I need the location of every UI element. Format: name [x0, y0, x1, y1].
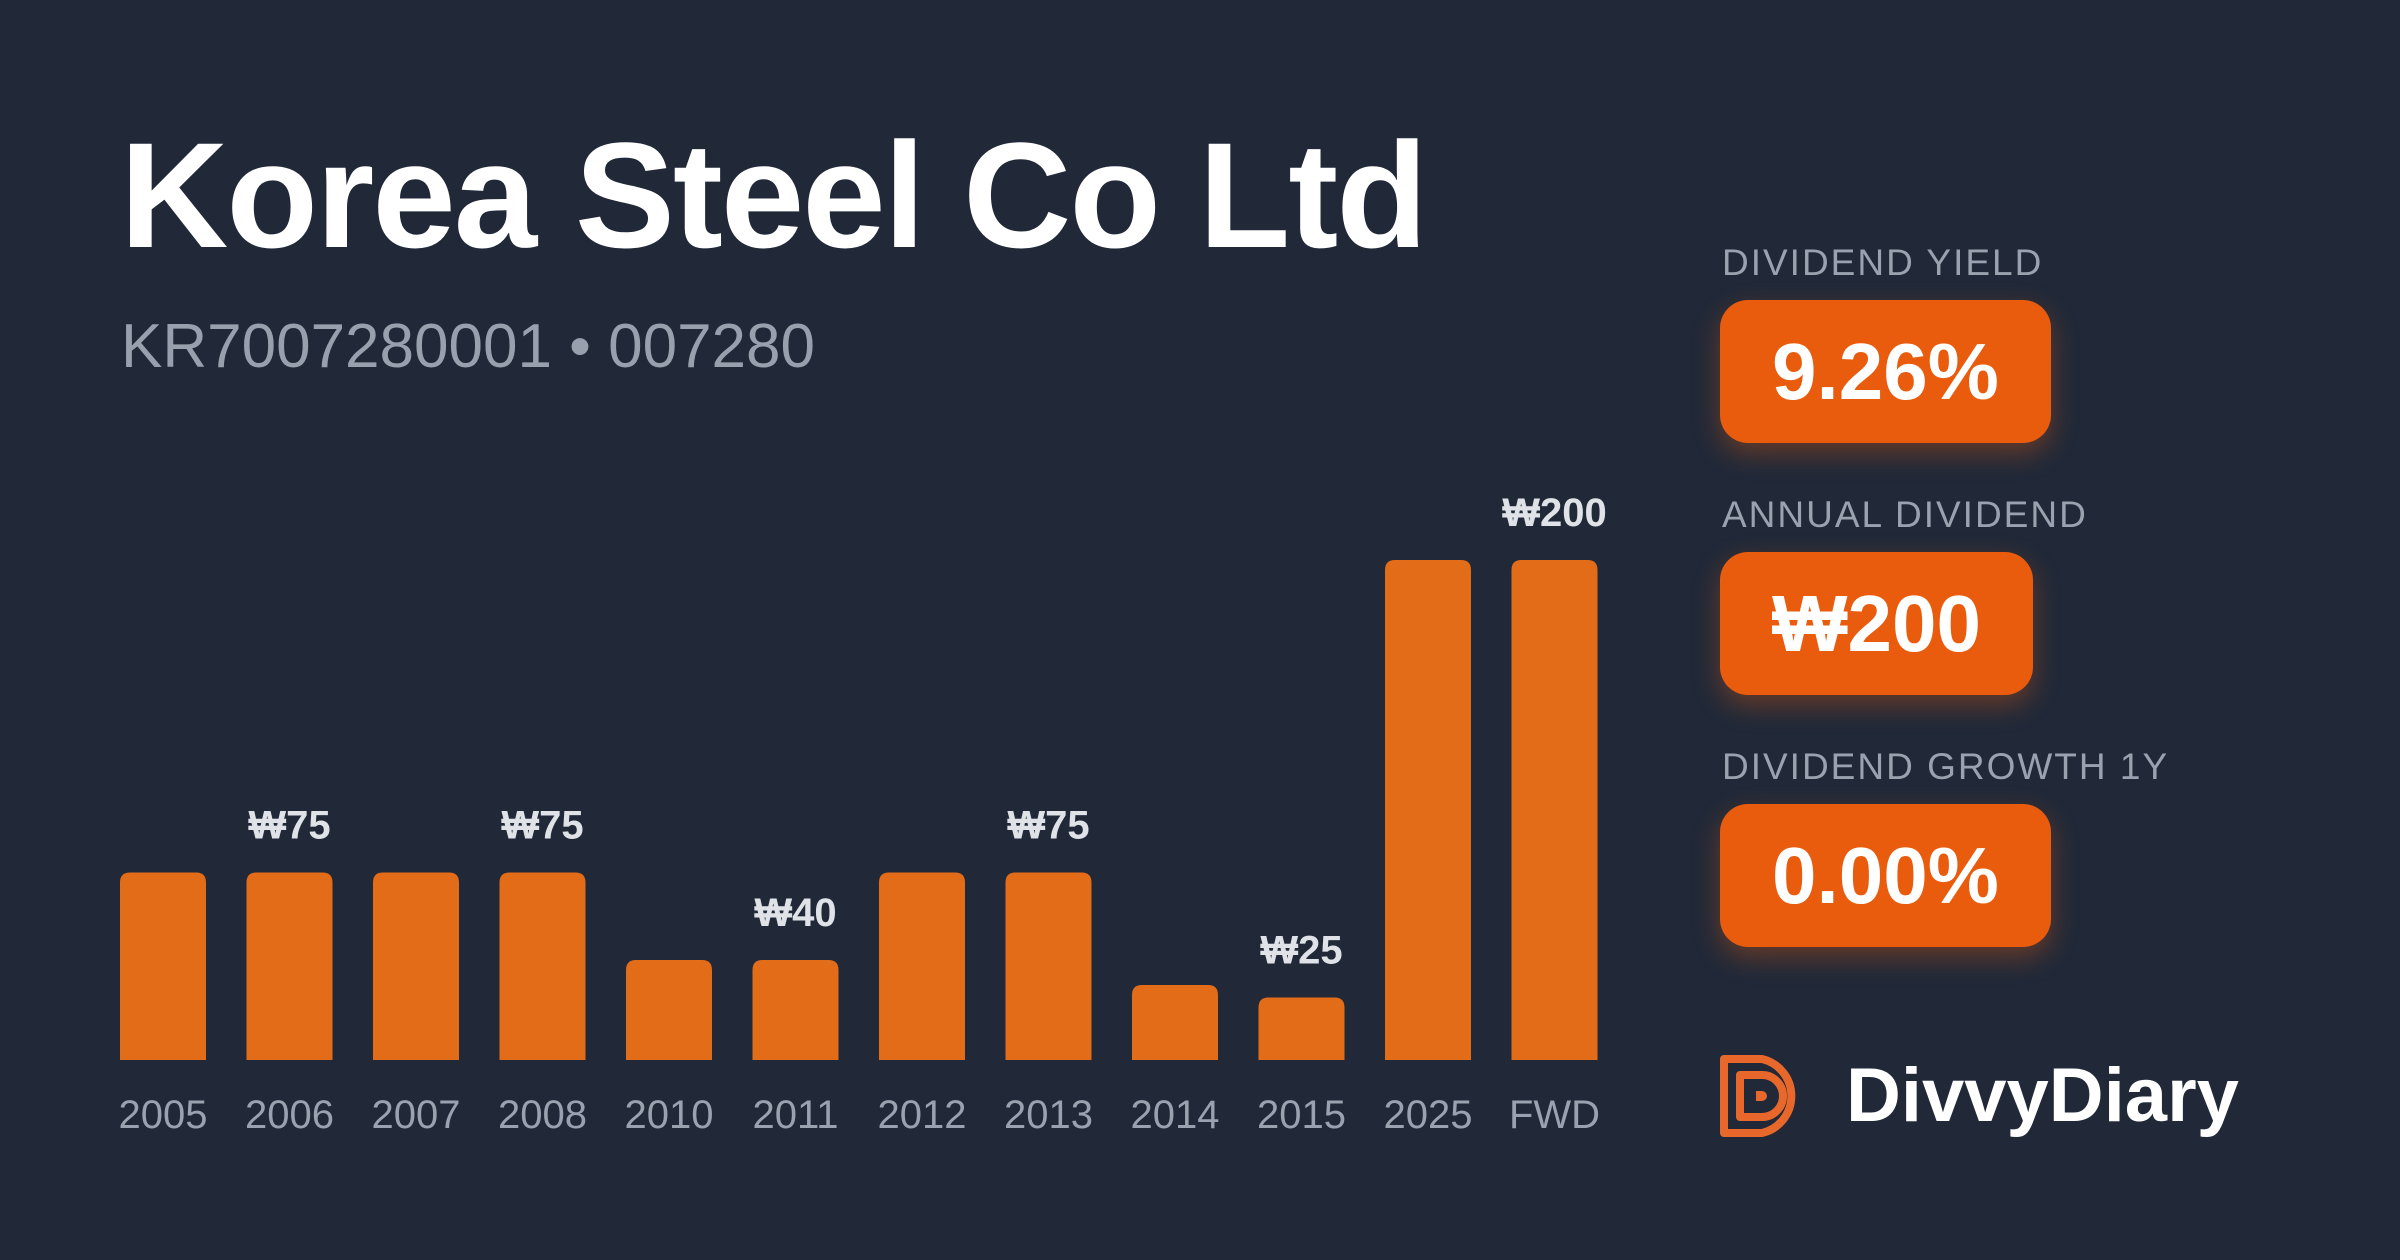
- brand-lockup: DivvyDiary: [1720, 1050, 2239, 1142]
- bar-2008: [499, 872, 586, 1060]
- data-label-FWD: ₩200: [1502, 491, 1607, 535]
- bar-2013: [1005, 872, 1092, 1060]
- data-label-2011: ₩40: [754, 891, 836, 935]
- bar-2015: [1258, 997, 1345, 1060]
- x-tick-label-2011: 2011: [752, 1093, 838, 1137]
- dividend-growth-label: DIVIDEND GROWTH 1Y: [1722, 746, 2170, 787]
- bar-2011: [752, 960, 839, 1060]
- bar-2014: [1132, 985, 1218, 1060]
- annual-dividend-label: ANNUAL DIVIDEND: [1722, 494, 2088, 535]
- x-tick-label-2005: 2005: [119, 1093, 208, 1137]
- data-label-2013: ₩75: [1007, 804, 1089, 848]
- x-tick-label-2010: 2010: [625, 1093, 714, 1137]
- dividend-bar-chart: 2005 2006 ₩75 2007 2008 ₩75 2010 2011 ₩40 2012 201…: [119, 491, 1607, 1137]
- bar-FWD: [1511, 560, 1598, 1060]
- company-title: Korea Steel Co Ltd: [120, 111, 1428, 279]
- x-tick-label-2015: 2015: [1257, 1093, 1346, 1137]
- annual-dividend-value: ₩200: [1720, 552, 2033, 695]
- bar-2025: [1385, 560, 1471, 1060]
- bar-2012: [879, 872, 965, 1060]
- isin-ticker-subtitle: KR7007280001 • 007280: [121, 312, 815, 381]
- dividend-yield-value: 9.26%: [1720, 300, 2051, 443]
- x-tick-label-2025: 2025: [1384, 1093, 1473, 1137]
- bar-2010: [626, 960, 712, 1060]
- bar-2005: [120, 872, 206, 1060]
- dividend-yield-label: DIVIDEND YIELD: [1722, 242, 2044, 283]
- x-tick-label-2013: 2013: [1004, 1093, 1093, 1137]
- bar-2007: [373, 872, 459, 1060]
- data-label-2015: ₩25: [1260, 929, 1342, 973]
- bar-2006: [246, 872, 333, 1060]
- x-tick-label-2012: 2012: [878, 1093, 967, 1137]
- data-label-2008: ₩75: [501, 804, 583, 848]
- x-tick-label-FWD: FWD: [1509, 1093, 1600, 1137]
- brand-name: DivvyDiary: [1846, 1053, 2239, 1138]
- x-tick-label-2008: 2008: [498, 1093, 587, 1137]
- dividend-growth-value: 0.00%: [1720, 804, 2051, 947]
- x-tick-label-2007: 2007: [372, 1093, 461, 1137]
- x-tick-label-2014: 2014: [1131, 1093, 1220, 1137]
- divvydiary-logo-icon: [1720, 1055, 1796, 1137]
- x-tick-label-2006: 2006: [245, 1093, 334, 1137]
- data-label-2006: ₩75: [248, 804, 330, 848]
